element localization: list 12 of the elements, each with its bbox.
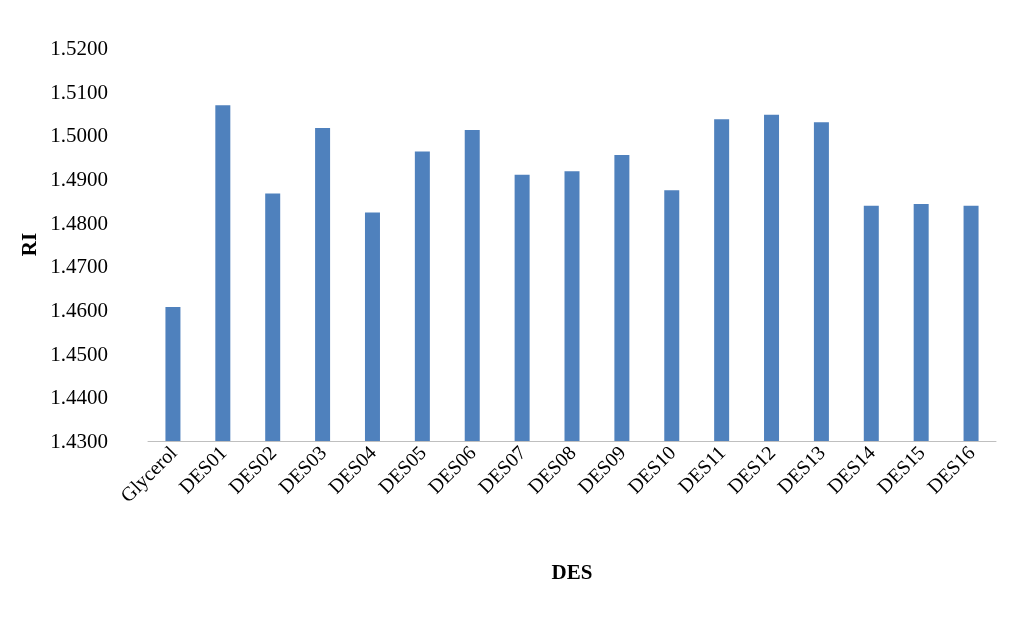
y-axis-title: RI <box>16 232 41 257</box>
y-tick-label: 1.4900 <box>50 167 108 191</box>
y-tick-label: 1.4400 <box>50 385 108 410</box>
y-tick-label: 1.5200 <box>50 36 108 60</box>
y-tick-label: 1.5000 <box>50 123 108 148</box>
y-tick-label: 1.4600 <box>50 298 108 322</box>
y-tick-label: 1.5100 <box>50 79 108 104</box>
y-tick-label: 1.4500 <box>50 341 108 366</box>
y-tick-label: 1.4700 <box>50 254 108 279</box>
x-axis-title: DES <box>551 559 593 584</box>
y-tick-label: 1.4300 <box>50 429 108 453</box>
y-tick-label: 1.4800 <box>50 210 108 235</box>
